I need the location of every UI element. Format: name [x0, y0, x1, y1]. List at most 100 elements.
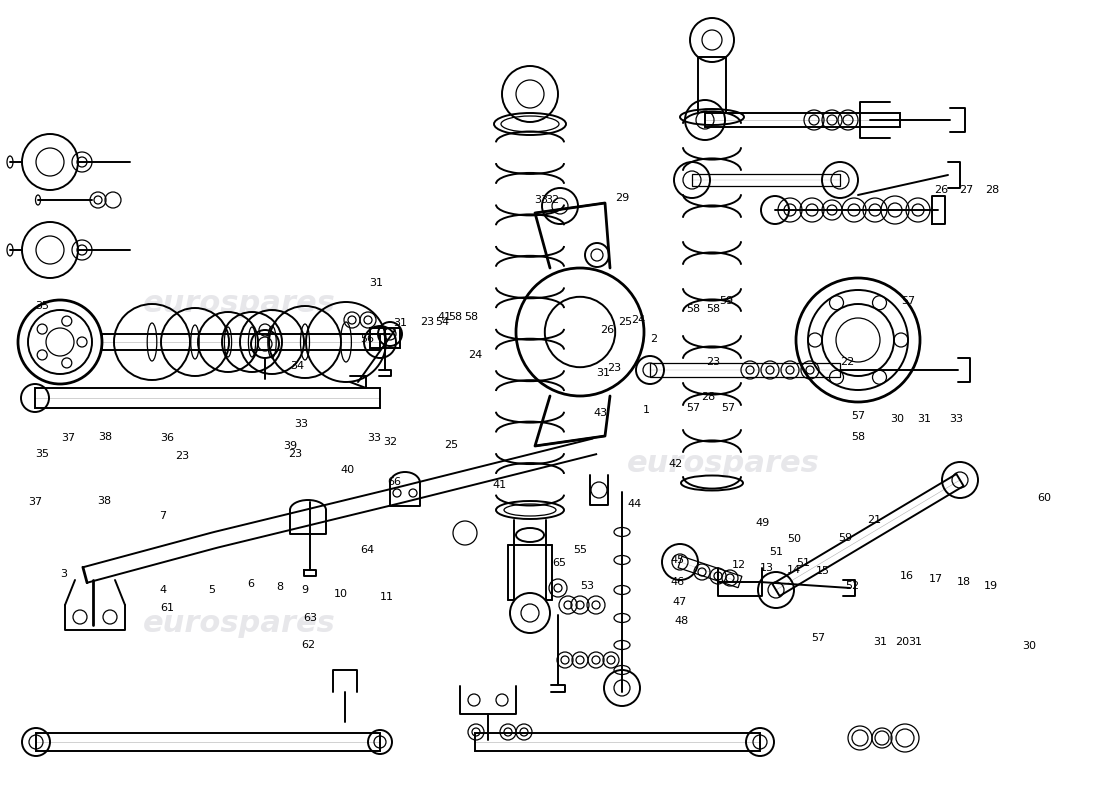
- Text: 56: 56: [361, 334, 374, 344]
- Text: 23: 23: [706, 357, 719, 366]
- Text: 7: 7: [160, 511, 166, 521]
- Text: 3: 3: [60, 570, 67, 579]
- Text: 58: 58: [449, 312, 462, 322]
- Bar: [370, 328, 400, 348]
- Text: 58: 58: [706, 304, 719, 314]
- Text: 55: 55: [573, 546, 586, 555]
- Text: 9: 9: [301, 586, 308, 595]
- Text: 39: 39: [284, 442, 297, 451]
- Text: 62: 62: [301, 640, 315, 650]
- Text: 21: 21: [868, 515, 881, 525]
- Text: 48: 48: [675, 616, 689, 626]
- Text: eurospares: eurospares: [143, 610, 336, 638]
- Text: 53: 53: [581, 581, 594, 590]
- Text: 57: 57: [686, 403, 700, 413]
- Text: 19: 19: [984, 581, 998, 590]
- Text: 35: 35: [35, 450, 48, 459]
- Text: 51: 51: [796, 558, 810, 568]
- Text: 27: 27: [959, 186, 972, 195]
- Text: 6: 6: [248, 579, 254, 589]
- Text: 37: 37: [29, 498, 42, 507]
- Text: 35: 35: [35, 301, 48, 310]
- Text: 57: 57: [902, 296, 915, 306]
- Text: 41: 41: [493, 480, 506, 490]
- Text: 16: 16: [900, 571, 913, 581]
- Text: 41: 41: [438, 312, 451, 322]
- Text: 42: 42: [669, 459, 682, 469]
- Text: eurospares: eurospares: [627, 450, 820, 478]
- Text: 50: 50: [788, 534, 801, 544]
- Text: 64: 64: [361, 546, 374, 555]
- Text: 57: 57: [722, 403, 735, 413]
- Text: 31: 31: [596, 368, 609, 378]
- Text: 61: 61: [161, 603, 174, 613]
- Text: 18: 18: [957, 578, 970, 587]
- Text: 23: 23: [607, 363, 620, 373]
- Text: 46: 46: [671, 578, 684, 587]
- Text: 30: 30: [891, 414, 904, 424]
- Text: 34: 34: [290, 362, 304, 371]
- Text: 13: 13: [760, 563, 773, 573]
- Text: 1: 1: [644, 405, 650, 414]
- Text: 23: 23: [420, 317, 433, 326]
- Text: 58: 58: [686, 304, 700, 314]
- Text: 44: 44: [628, 499, 641, 509]
- Text: 60: 60: [1037, 493, 1050, 502]
- Text: 26: 26: [601, 325, 614, 334]
- Text: 45: 45: [671, 555, 684, 565]
- Text: 8: 8: [276, 582, 283, 592]
- Text: 52: 52: [846, 581, 859, 590]
- Text: 40: 40: [341, 466, 354, 475]
- Text: 14: 14: [788, 565, 801, 574]
- Text: 57: 57: [812, 634, 825, 643]
- Text: 33: 33: [367, 434, 381, 443]
- Text: 11: 11: [381, 592, 394, 602]
- Text: 66: 66: [387, 477, 400, 486]
- Text: 4: 4: [160, 586, 166, 595]
- Text: 31: 31: [909, 637, 922, 646]
- Text: 59: 59: [719, 296, 733, 306]
- Text: 26: 26: [935, 186, 948, 195]
- Text: 32: 32: [546, 195, 559, 205]
- Text: 47: 47: [673, 597, 686, 606]
- Text: 12: 12: [733, 560, 746, 570]
- Text: 28: 28: [986, 186, 999, 195]
- Text: 33: 33: [949, 414, 962, 424]
- Text: 24: 24: [631, 315, 645, 325]
- Text: 37: 37: [62, 434, 75, 443]
- Text: 31: 31: [394, 318, 407, 328]
- Text: 25: 25: [618, 317, 631, 326]
- Text: 43: 43: [594, 408, 607, 418]
- Text: 28: 28: [702, 392, 715, 402]
- Text: 30: 30: [1023, 642, 1036, 651]
- Text: 65: 65: [552, 558, 565, 568]
- Text: 58: 58: [464, 312, 477, 322]
- Text: 22: 22: [840, 357, 854, 366]
- Text: 23: 23: [288, 450, 301, 459]
- Text: 10: 10: [334, 589, 348, 598]
- Text: 23: 23: [176, 451, 189, 461]
- Text: 59: 59: [838, 533, 851, 542]
- Text: 33: 33: [535, 195, 548, 205]
- Text: 24: 24: [469, 350, 482, 360]
- Text: 31: 31: [873, 637, 887, 646]
- Text: 29: 29: [616, 194, 629, 203]
- Text: 31: 31: [370, 278, 383, 288]
- Text: 38: 38: [99, 432, 112, 442]
- Text: 17: 17: [930, 574, 943, 584]
- Text: 32: 32: [384, 437, 397, 446]
- Text: 63: 63: [304, 613, 317, 622]
- Text: 20: 20: [895, 637, 909, 646]
- Text: 25: 25: [444, 440, 458, 450]
- Text: 51: 51: [770, 547, 783, 557]
- Text: 36: 36: [161, 434, 174, 443]
- Text: 15: 15: [816, 566, 829, 576]
- Text: 31: 31: [917, 414, 931, 424]
- Text: 57: 57: [851, 411, 865, 421]
- Text: 49: 49: [756, 518, 769, 528]
- Text: eurospares: eurospares: [143, 290, 336, 318]
- Text: 58: 58: [851, 432, 865, 442]
- Text: 38: 38: [98, 496, 111, 506]
- Text: 5: 5: [208, 586, 214, 595]
- Text: 2: 2: [650, 334, 657, 344]
